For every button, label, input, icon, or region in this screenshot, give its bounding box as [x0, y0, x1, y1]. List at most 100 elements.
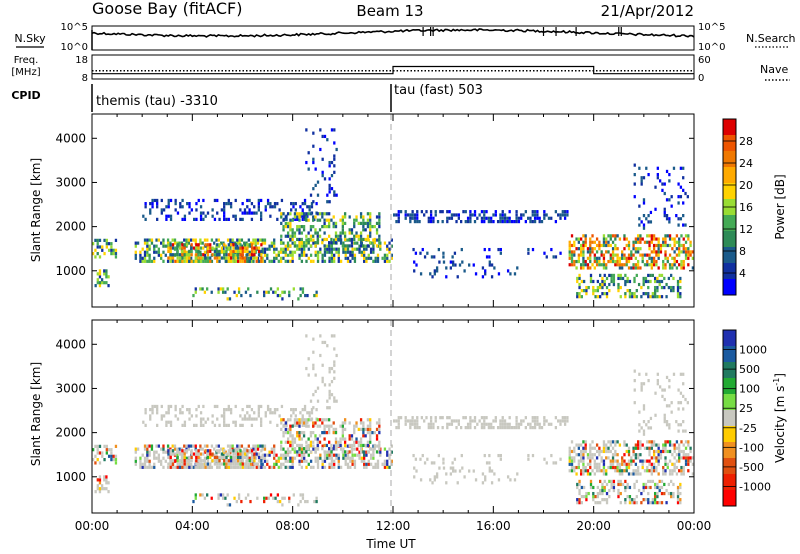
velocity-cell	[232, 449, 235, 453]
power-cell	[668, 198, 671, 202]
velocity-cell	[335, 456, 338, 460]
power-cell	[328, 234, 331, 238]
velocity-cell	[670, 401, 673, 405]
power-cell	[318, 212, 322, 216]
power-cell	[277, 253, 280, 257]
velocity-cell	[305, 447, 308, 451]
velocity-cell	[413, 466, 416, 470]
velocity-cell	[655, 469, 658, 473]
velocity-cell	[239, 452, 242, 456]
power-cell	[199, 241, 202, 245]
power-cell	[319, 250, 322, 254]
power-cell	[223, 217, 226, 221]
power-cell	[623, 263, 626, 267]
power-cell	[375, 215, 379, 219]
power-cell	[273, 259, 276, 263]
velocity-cell	[527, 457, 530, 461]
power-cell	[480, 216, 484, 220]
power-cell	[105, 269, 108, 273]
velocity-cell	[607, 449, 610, 454]
velocity-cell	[656, 482, 659, 487]
power-cell	[167, 249, 170, 254]
power-cell	[416, 213, 419, 217]
power-cell	[649, 210, 653, 215]
velocity-cell	[621, 459, 624, 463]
power-cell	[319, 247, 322, 251]
velocity-cell	[255, 462, 258, 466]
power-cell	[180, 241, 184, 245]
power-cell	[185, 259, 189, 263]
velocity-cell	[312, 465, 315, 469]
power-cell	[150, 241, 154, 245]
velocity-cell	[589, 485, 593, 490]
velocity-cell	[289, 427, 292, 432]
velocity-cell	[298, 431, 301, 435]
velocity-cell	[300, 450, 304, 454]
velocity-cell	[341, 434, 344, 438]
velocity-cell	[341, 437, 344, 441]
power-cell	[397, 216, 400, 220]
power-cell	[192, 238, 195, 242]
velocity-cell	[653, 482, 657, 487]
power-cell	[230, 253, 233, 257]
velocity-cell	[668, 472, 672, 476]
velocity-cell	[589, 443, 592, 447]
power-cell	[254, 238, 257, 242]
velocity-cell	[312, 421, 315, 425]
velocity-cell	[332, 427, 335, 432]
velocity-cell	[659, 456, 663, 460]
power-cell	[321, 225, 324, 229]
power-cell	[280, 198, 284, 203]
power-cell	[195, 243, 198, 247]
velocity-cell	[247, 462, 250, 466]
power-cell	[203, 250, 207, 254]
velocity-cell	[390, 462, 393, 466]
power-cell	[243, 208, 247, 212]
velocity-cell	[321, 421, 324, 425]
power-cell	[682, 243, 685, 248]
velocity-cell	[412, 453, 415, 458]
power-cell	[648, 234, 651, 238]
velocity-cell	[219, 493, 222, 497]
power-cell	[357, 234, 360, 238]
velocity-cell	[178, 462, 182, 466]
power-cell	[611, 256, 615, 260]
velocity-cell	[160, 404, 163, 409]
velocity-cell	[474, 478, 478, 482]
power-cell	[280, 212, 283, 216]
velocity-cell	[169, 447, 172, 451]
power-cell	[316, 231, 319, 235]
velocity-cell	[260, 465, 263, 469]
velocity-cell	[609, 449, 612, 454]
velocity-cell	[225, 408, 228, 412]
power-cell	[655, 243, 658, 248]
power-cell	[456, 275, 459, 279]
velocity-cell	[670, 479, 673, 484]
power-cell	[623, 237, 626, 241]
power-cell	[607, 240, 610, 244]
power-cell	[150, 259, 154, 263]
velocity-cell	[618, 469, 622, 473]
power-cell	[333, 259, 336, 263]
velocity-cell	[312, 431, 315, 435]
power-cell	[350, 231, 354, 235]
power-cell	[239, 253, 242, 257]
velocity-cell	[255, 417, 258, 421]
velocity-cell	[291, 424, 294, 428]
velocity-cell	[234, 455, 237, 460]
power-cell	[357, 221, 360, 226]
velocity-cell	[624, 485, 627, 490]
power-cell	[363, 256, 366, 260]
power-cell	[366, 237, 370, 242]
power-cell	[423, 213, 426, 217]
velocity-cell	[608, 495, 611, 499]
velocity-cell	[614, 469, 617, 473]
velocity-cell	[657, 462, 660, 466]
velocity-cell	[586, 469, 590, 473]
velocity-cell	[321, 444, 324, 448]
velocity-cell	[256, 444, 260, 448]
power-cell	[273, 256, 276, 260]
velocity-cell	[323, 465, 327, 469]
power-cell	[343, 231, 347, 235]
power-cell	[204, 259, 207, 263]
